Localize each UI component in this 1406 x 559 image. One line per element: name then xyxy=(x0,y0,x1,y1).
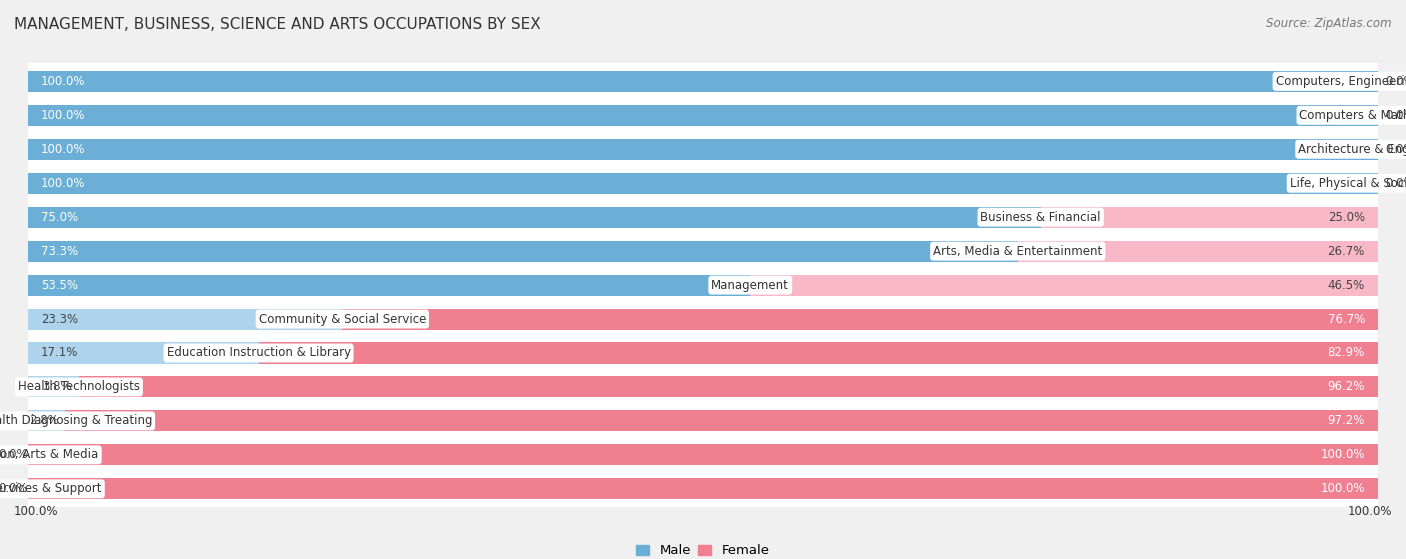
Text: 100.0%: 100.0% xyxy=(14,505,59,518)
Text: 0.0%: 0.0% xyxy=(1385,109,1406,122)
Text: 73.3%: 73.3% xyxy=(41,245,79,258)
Text: Community & Social Service: Community & Social Service xyxy=(259,312,426,325)
Text: Architecture & Engineering: Architecture & Engineering xyxy=(1298,143,1406,156)
Text: 23.3%: 23.3% xyxy=(41,312,79,325)
Bar xyxy=(28,376,79,397)
Text: 100.0%: 100.0% xyxy=(1320,448,1365,461)
Bar xyxy=(28,368,1378,406)
Text: Source: ZipAtlas.com: Source: ZipAtlas.com xyxy=(1267,17,1392,30)
Bar xyxy=(1040,207,1378,228)
Legend: Male, Female: Male, Female xyxy=(631,539,775,559)
Bar xyxy=(28,479,1378,499)
Bar xyxy=(28,309,342,330)
Bar xyxy=(28,300,1378,338)
Bar xyxy=(342,309,1378,330)
Bar xyxy=(28,267,1378,304)
Text: Education Instruction & Library: Education Instruction & Library xyxy=(166,347,350,359)
Text: Computers, Engineering & Science: Computers, Engineering & Science xyxy=(1275,75,1406,88)
Text: Business & Financial: Business & Financial xyxy=(980,211,1101,224)
Bar xyxy=(28,240,1018,262)
Bar xyxy=(28,233,1378,270)
Text: 100.0%: 100.0% xyxy=(41,177,86,190)
Bar xyxy=(28,470,1378,508)
Bar xyxy=(28,444,1378,466)
Text: 0.0%: 0.0% xyxy=(1385,177,1406,190)
Text: 100.0%: 100.0% xyxy=(1347,505,1392,518)
Bar xyxy=(66,410,1378,432)
Bar xyxy=(28,343,259,363)
Bar xyxy=(28,198,1378,236)
Text: 0.0%: 0.0% xyxy=(0,448,28,461)
Bar xyxy=(751,274,1378,296)
Text: 0.0%: 0.0% xyxy=(1385,143,1406,156)
Bar xyxy=(28,436,1378,473)
Text: 0.0%: 0.0% xyxy=(0,482,28,495)
Text: 100.0%: 100.0% xyxy=(1320,482,1365,495)
Text: Legal Services & Support: Legal Services & Support xyxy=(0,482,101,495)
Bar xyxy=(28,71,1378,92)
Text: 96.2%: 96.2% xyxy=(1327,381,1365,394)
Bar xyxy=(28,131,1378,168)
Text: 0.0%: 0.0% xyxy=(1385,75,1406,88)
Text: 17.1%: 17.1% xyxy=(41,347,79,359)
Text: Arts, Media & Entertainment: Arts, Media & Entertainment xyxy=(934,245,1102,258)
Text: 26.7%: 26.7% xyxy=(1327,245,1365,258)
Text: MANAGEMENT, BUSINESS, SCIENCE AND ARTS OCCUPATIONS BY SEX: MANAGEMENT, BUSINESS, SCIENCE AND ARTS O… xyxy=(14,17,541,32)
Bar xyxy=(28,139,1378,160)
Bar xyxy=(28,164,1378,202)
Bar xyxy=(28,97,1378,134)
Text: Life, Physical & Social Science: Life, Physical & Social Science xyxy=(1289,177,1406,190)
Text: Health Technologists: Health Technologists xyxy=(18,381,141,394)
Text: Health Diagnosing & Treating: Health Diagnosing & Treating xyxy=(0,414,152,428)
Text: Computers & Mathematics: Computers & Mathematics xyxy=(1299,109,1406,122)
Bar xyxy=(28,402,1378,439)
Text: 25.0%: 25.0% xyxy=(1327,211,1365,224)
Bar xyxy=(28,207,1040,228)
Bar xyxy=(28,63,1378,100)
Text: 46.5%: 46.5% xyxy=(1327,278,1365,292)
Text: 75.0%: 75.0% xyxy=(41,211,79,224)
Text: Education, Arts & Media: Education, Arts & Media xyxy=(0,448,98,461)
Bar xyxy=(28,334,1378,372)
Text: 76.7%: 76.7% xyxy=(1327,312,1365,325)
Bar xyxy=(28,105,1378,126)
Bar xyxy=(28,173,1378,194)
Text: 100.0%: 100.0% xyxy=(41,143,86,156)
Text: 100.0%: 100.0% xyxy=(41,109,86,122)
Bar xyxy=(28,274,751,296)
Text: 2.8%: 2.8% xyxy=(30,414,59,428)
Bar xyxy=(259,343,1378,363)
Text: 53.5%: 53.5% xyxy=(41,278,79,292)
Text: 82.9%: 82.9% xyxy=(1327,347,1365,359)
Text: 100.0%: 100.0% xyxy=(41,75,86,88)
Bar xyxy=(79,376,1378,397)
Text: Management: Management xyxy=(711,278,789,292)
Bar xyxy=(28,410,66,432)
Bar xyxy=(1018,240,1378,262)
Text: 3.8%: 3.8% xyxy=(42,381,72,394)
Text: 97.2%: 97.2% xyxy=(1327,414,1365,428)
